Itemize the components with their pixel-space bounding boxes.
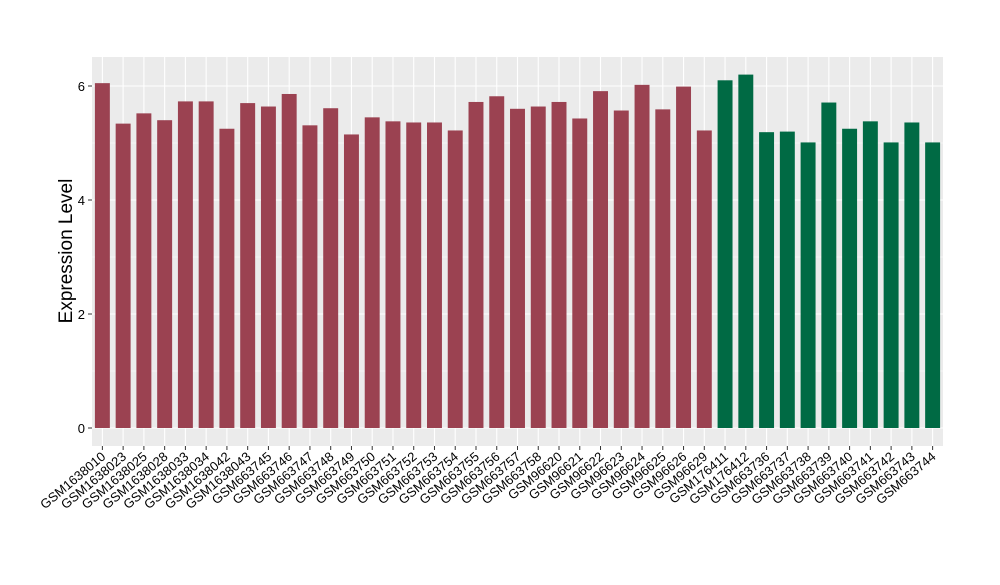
- bar-GSM1638010: [94, 83, 110, 429]
- bar-GSM96621: [572, 118, 588, 429]
- bar-GSM663745: [260, 106, 276, 429]
- bar-GSM663757: [510, 108, 525, 429]
- bar-GSM663737: [779, 131, 795, 428]
- bar-GSM663739: [821, 102, 837, 428]
- bar-GSM96629: [696, 130, 712, 428]
- bar-GSM663751: [385, 121, 401, 428]
- bar-GSM96625: [655, 109, 671, 429]
- bar-GSM96624: [634, 84, 650, 429]
- bar-GSM663753: [427, 122, 442, 428]
- bar-GSM1638025: [136, 113, 152, 429]
- bar-GSM663754: [447, 130, 463, 428]
- bar-GSM96623: [613, 110, 629, 428]
- y-tick-label: 4: [78, 193, 85, 208]
- y-axis: 0 2 4 6: [78, 79, 92, 436]
- bar-GSM663758: [530, 106, 546, 429]
- bar-GSM663741: [862, 121, 878, 428]
- bar-GSM663746: [281, 93, 297, 428]
- bar-GSM96620: [551, 101, 567, 429]
- bar-GSM663738: [800, 142, 816, 428]
- y-tick-label: 0: [78, 421, 85, 436]
- bars: [94, 74, 941, 429]
- y-tick-label: 2: [78, 307, 85, 322]
- bar-GSM663744: [925, 142, 941, 428]
- bar-GSM663736: [759, 132, 775, 429]
- bar-GSM1638028: [157, 120, 173, 428]
- bar-GSM663755: [468, 101, 484, 429]
- bar-GSM663748: [323, 108, 339, 428]
- bar-GSM663756: [489, 96, 505, 428]
- bar-GSM176411: [717, 80, 733, 429]
- y-axis-title: Expression Level: [56, 179, 77, 324]
- x-axis: GSM1638010GSM1638023GSM1638025GSM1638028…: [37, 446, 939, 512]
- bar-GSM663749: [343, 134, 359, 428]
- bar-GSM663743: [904, 122, 920, 428]
- bar-GSM1638034: [198, 101, 214, 428]
- bar-GSM1638023: [115, 123, 131, 429]
- bar-GSM96622: [593, 91, 608, 428]
- bar-GSM663742: [883, 142, 899, 428]
- bar-GSM1638042: [219, 128, 235, 428]
- bar-GSM1638033: [177, 101, 193, 428]
- bar-GSM176412: [738, 74, 754, 428]
- bar-GSM96626: [676, 86, 692, 428]
- bar-GSM663747: [302, 125, 318, 428]
- y-tick-label: 6: [78, 79, 85, 94]
- bar-GSM1638043: [240, 103, 256, 428]
- bar-GSM663740: [842, 128, 858, 428]
- bar-GSM663752: [406, 122, 422, 428]
- bar-GSM663750: [364, 117, 380, 428]
